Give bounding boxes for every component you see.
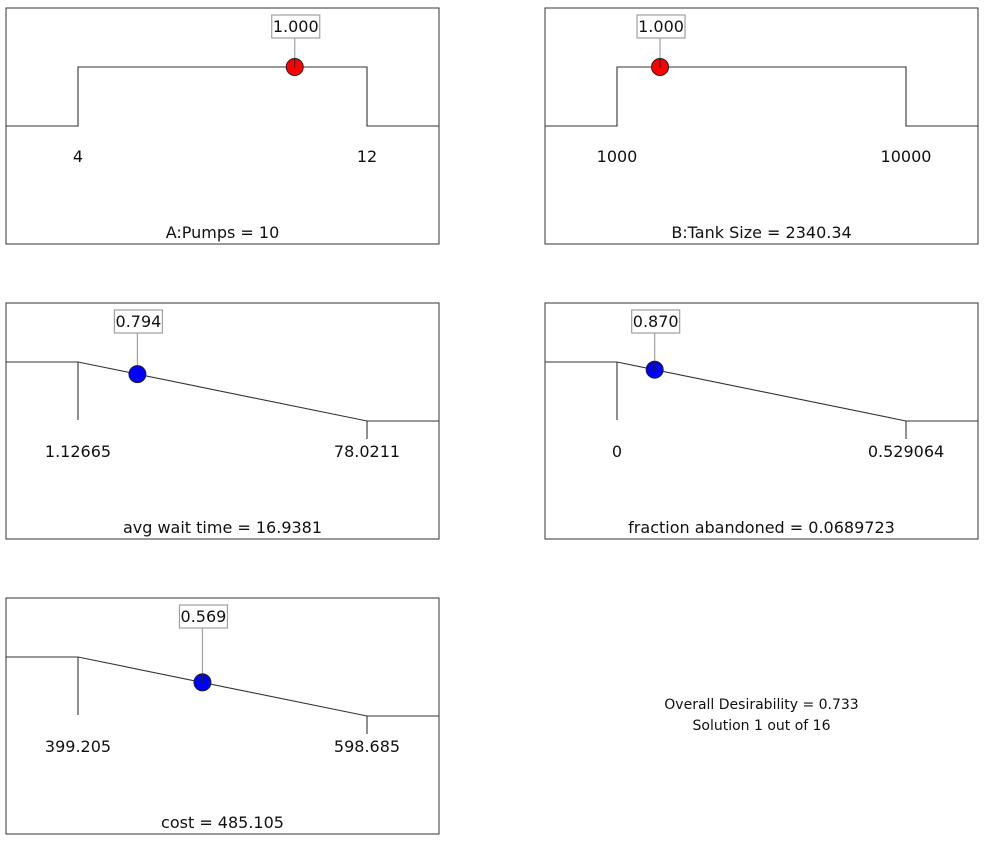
cost-desirability-line	[6, 656, 439, 717]
avg-wait-time-panel: 0.794 1.12665 78.0211 avg wait time = 16.93…	[5, 302, 440, 540]
avg-wait-time-desirability-value: 0.794	[116, 312, 162, 331]
a-pumps-desirability-line	[6, 66, 439, 127]
b-tank-size-high-label: 10000	[881, 147, 932, 166]
fraction-abandoned-desirability-line	[545, 361, 978, 422]
cost-low-label: 399.205	[45, 737, 111, 756]
b-tank-size-low-label: 1000	[597, 147, 638, 166]
a-pumps-low-label: 4	[73, 147, 83, 166]
overall-desirability: Overall Desirability = 0.733	[664, 697, 859, 713]
b-tank-size-value-box	[636, 14, 686, 39]
cost-high-label: 598.685	[334, 737, 400, 756]
b-tank-size-desirability-value: 1.000	[638, 17, 684, 36]
cost-caption: cost = 485.105	[161, 813, 284, 832]
cost-desirability-value: 0.569	[181, 607, 227, 626]
fraction-abandoned-desirability-value: 0.870	[633, 312, 679, 331]
solution-count: Solution 1 out of 16	[692, 718, 831, 734]
avg-wait-time-desirability-line	[6, 361, 439, 422]
fraction-abandoned-caption: fraction abandoned = 0.0689723	[628, 518, 895, 537]
a-pumps-panel: 1.000 4 12 A:Pumps = 10	[5, 7, 440, 245]
fraction-abandoned-value-box	[631, 309, 681, 334]
a-pumps-value-box	[271, 14, 321, 39]
a-pumps-caption: A:Pumps = 10	[166, 223, 280, 242]
a-pumps-high-label: 12	[357, 147, 377, 166]
fraction-abandoned-high-label: 0.529064	[868, 442, 944, 461]
fraction-abandoned-panel: 0.870 0 0.529064 fraction abandoned = 0.068…	[544, 302, 979, 540]
cost-value-box	[178, 604, 229, 629]
avg-wait-time-high-label: 78.0211	[334, 442, 400, 461]
summary-block: Overall Desirability = 0.733 Solution 1 …	[545, 695, 978, 737]
b-tank-size-caption: B:Tank Size = 2340.34	[671, 223, 851, 242]
avg-wait-time-caption: avg wait time = 16.9381	[123, 518, 322, 537]
a-pumps-desirability-value: 1.000	[273, 17, 319, 36]
avg-wait-time-value-box	[113, 309, 164, 334]
avg-wait-time-low-label: 1.12665	[45, 442, 111, 461]
fraction-abandoned-low-label: 0	[612, 442, 622, 461]
b-tank-size-desirability-line	[545, 66, 978, 127]
cost-panel: 0.569 399.205 598.685 cost = 485.105	[5, 597, 440, 835]
b-tank-size-panel: 1.000 1000 10000 B:Tank Size = 2340.34	[544, 7, 979, 245]
